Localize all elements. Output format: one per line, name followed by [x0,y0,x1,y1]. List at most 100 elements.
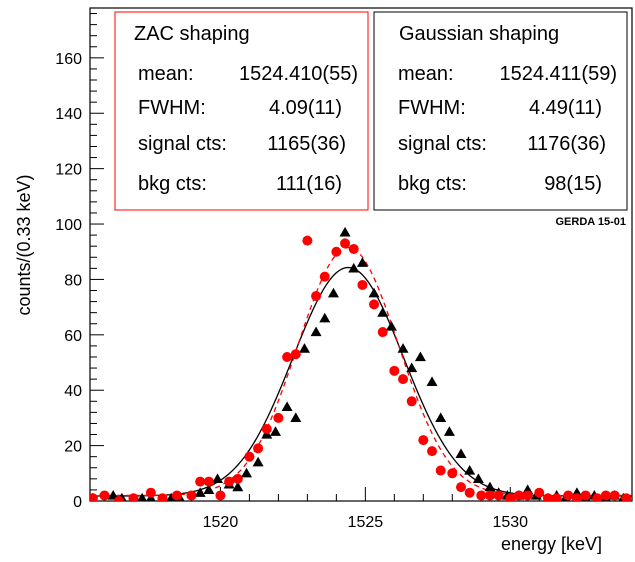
marker-gauss [269,426,281,436]
marker-zac [600,490,611,501]
marker-gauss [232,481,244,492]
marker-zac [232,473,243,484]
marker-zac [195,476,206,487]
legend-zac: ZAC shaping mean: 1524.410(55) FWHM: 4.0… [114,11,369,211]
marker-zac [513,490,524,501]
y-tick-label: 20 [64,439,82,456]
legend-zac-title: ZAC shaping [134,23,250,45]
marker-zac [186,490,197,501]
marker-gauss [298,343,310,353]
legend-gauss: Gaussian shaping mean: 1524.411(59) FWHM… [373,11,628,211]
marker-zac [273,412,284,423]
marker-zac [609,490,620,501]
x-tick-label: 1520 [203,514,239,531]
marker-zac [99,490,110,501]
marker-gauss [241,467,253,478]
marker-gauss [290,412,302,423]
legend-zac-fwhm-label: FWHM: [138,97,206,119]
legend-gauss-signal-value: 1176(36) [527,133,606,155]
marker-zac [592,493,603,501]
marker-zac [398,374,409,385]
marker-zac [90,493,98,501]
marker-zac [571,493,582,501]
marker-zac [348,243,359,254]
legend-gauss-mean-label: mean: [398,63,454,85]
marker-zac [145,487,156,498]
marker-zac [435,465,446,476]
y-axis: 0 20 40 60 80 100 120 140 160 [55,13,104,511]
marker-zac [319,271,330,282]
marker-gauss [426,376,438,387]
marker-gauss [464,465,476,475]
marker-gauss [281,401,293,411]
marker-gauss [455,448,467,459]
marker-zac [311,291,322,302]
legend-gauss-fwhm-value: 4.49(11) [529,97,602,119]
marker-zac [389,365,400,376]
marker-gauss [397,343,409,353]
y-tick-label: 120 [55,162,82,179]
legend-zac-mean-value: 1524.410(55) [239,63,358,85]
marker-zac [215,490,226,501]
marker-gauss [385,321,397,331]
marker-zac [253,443,264,454]
marker-gauss [348,262,360,273]
marker-gauss [356,257,368,267]
marker-zac [621,493,632,501]
legend-gauss-title: Gaussian shaping [399,23,559,45]
marker-zac [522,490,533,501]
marker-zac [580,490,591,501]
marker-zac [244,451,255,462]
legend-zac-bkg-value: 111(16) [276,173,342,195]
fit-curve-gauss [90,266,632,497]
marker-zac [369,299,380,310]
marker-zac [302,235,313,246]
y-tick-label: 80 [64,272,82,289]
y-tick-label: 0 [73,494,82,511]
marker-zac [493,490,504,501]
marker-zac [331,246,342,257]
marker-zac [551,493,562,501]
marker-zac [563,490,574,501]
legend-gauss-fwhm-label: FWHM: [398,97,466,119]
legend-gauss-bkg-value: 98(15) [544,173,602,195]
marker-zac [427,446,438,457]
marker-zac [261,423,272,434]
marker-zac [128,493,139,501]
y-tick-label: 100 [55,217,82,234]
legend-gauss-signal-label: signal cts: [398,133,487,155]
marker-zac [418,435,429,446]
marker-zac [282,351,293,362]
marker-zac [113,496,124,501]
y-tick-label: 160 [55,51,82,68]
marker-gauss [368,287,380,298]
legend-box-zac [114,11,369,211]
legend-gauss-mean-value: 1524.411(59) [500,63,618,85]
marker-gauss [406,362,418,373]
legend-zac-bkg-label: bkg cts: [138,173,207,195]
marker-zac [224,476,235,487]
x-tick-label: 1525 [348,514,384,531]
marker-gauss [484,481,496,492]
y-tick-label: 140 [55,106,82,123]
data-markers [90,226,632,501]
marker-zac [505,493,516,501]
legend-gauss-bkg-label: bkg cts: [398,173,467,195]
legend-zac-signal-value: 1165(36) [267,133,346,155]
legend-box-gauss [373,11,628,211]
marker-zac [203,476,214,487]
marker-zac [406,396,417,407]
marker-zac [484,490,495,501]
legend-zac-fwhm-value: 4.09(11) [269,97,342,119]
marker-gauss [137,492,147,501]
marker-zac [157,493,168,501]
marker-gauss [414,351,426,362]
marker-zac [542,493,553,501]
marker-gauss [435,412,447,423]
marker-gauss [377,307,389,317]
marker-zac [357,279,368,290]
marker-gauss [252,456,264,467]
marker-gauss [443,426,455,436]
marker-zac [534,487,545,498]
